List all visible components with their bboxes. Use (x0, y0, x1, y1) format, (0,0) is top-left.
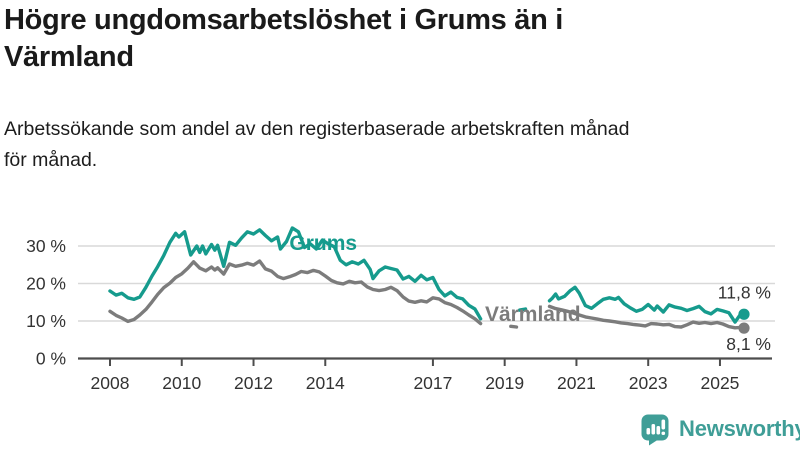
series-label-grums: Grums (289, 232, 357, 255)
y-tick-label-10: 10 % (26, 311, 66, 331)
x-tick-label-2019: 2019 (485, 373, 524, 393)
line-värmland-seg1 (509, 324, 519, 329)
y-tick-label-30: 30 % (26, 236, 66, 256)
speech-bubble-chart-icon (641, 414, 669, 445)
x-tick-label-2012: 2012 (234, 373, 273, 393)
x-tick-label-2021: 2021 (557, 373, 596, 393)
line-grums-seg0 (108, 226, 483, 321)
chart-subtitle-line2: för månad. (4, 149, 98, 171)
chart-title-line2: Värmland (4, 41, 134, 73)
line-grums-seg2 (547, 285, 746, 324)
x-tick-label-2023: 2023 (629, 373, 668, 393)
x-tick-label-2008: 2008 (91, 373, 130, 393)
x-tick-label-2025: 2025 (700, 373, 739, 393)
series-label-värmland: Värmland (485, 303, 581, 326)
newsworthy-logo: Newsworthy (640, 412, 800, 446)
end-value-label-grums: 11,8 % (718, 282, 771, 302)
line-värmland-seg0 (108, 259, 483, 326)
newsworthy-logo-text: Newsworthy (679, 416, 800, 441)
x-tick-label-2014: 2014 (306, 373, 345, 393)
y-tick-label-20: 20 % (26, 274, 66, 294)
chart-subtitle: Arbetssökande som andel av den registerb… (4, 114, 629, 176)
line-grums-seg1 (518, 307, 528, 312)
line-värmland-seg2 (547, 304, 746, 330)
x-tick-label-2017: 2017 (413, 373, 452, 393)
x-tick-label-2010: 2010 (162, 373, 201, 393)
chart-title: Högre ungdomsarbetslöshet i Grums än i V… (4, 2, 694, 76)
chart-title-line1: Högre ungdomsarbetslöshet i Grums än i (4, 4, 564, 36)
end-dot-värmland (738, 322, 750, 334)
end-value-label-värmland: 8,1 % (726, 334, 771, 354)
end-dot-grums (738, 308, 750, 320)
chart-subtitle-line1: Arbetssökande som andel av den registerb… (4, 118, 630, 140)
y-tick-label-0: 0 % (36, 349, 66, 369)
